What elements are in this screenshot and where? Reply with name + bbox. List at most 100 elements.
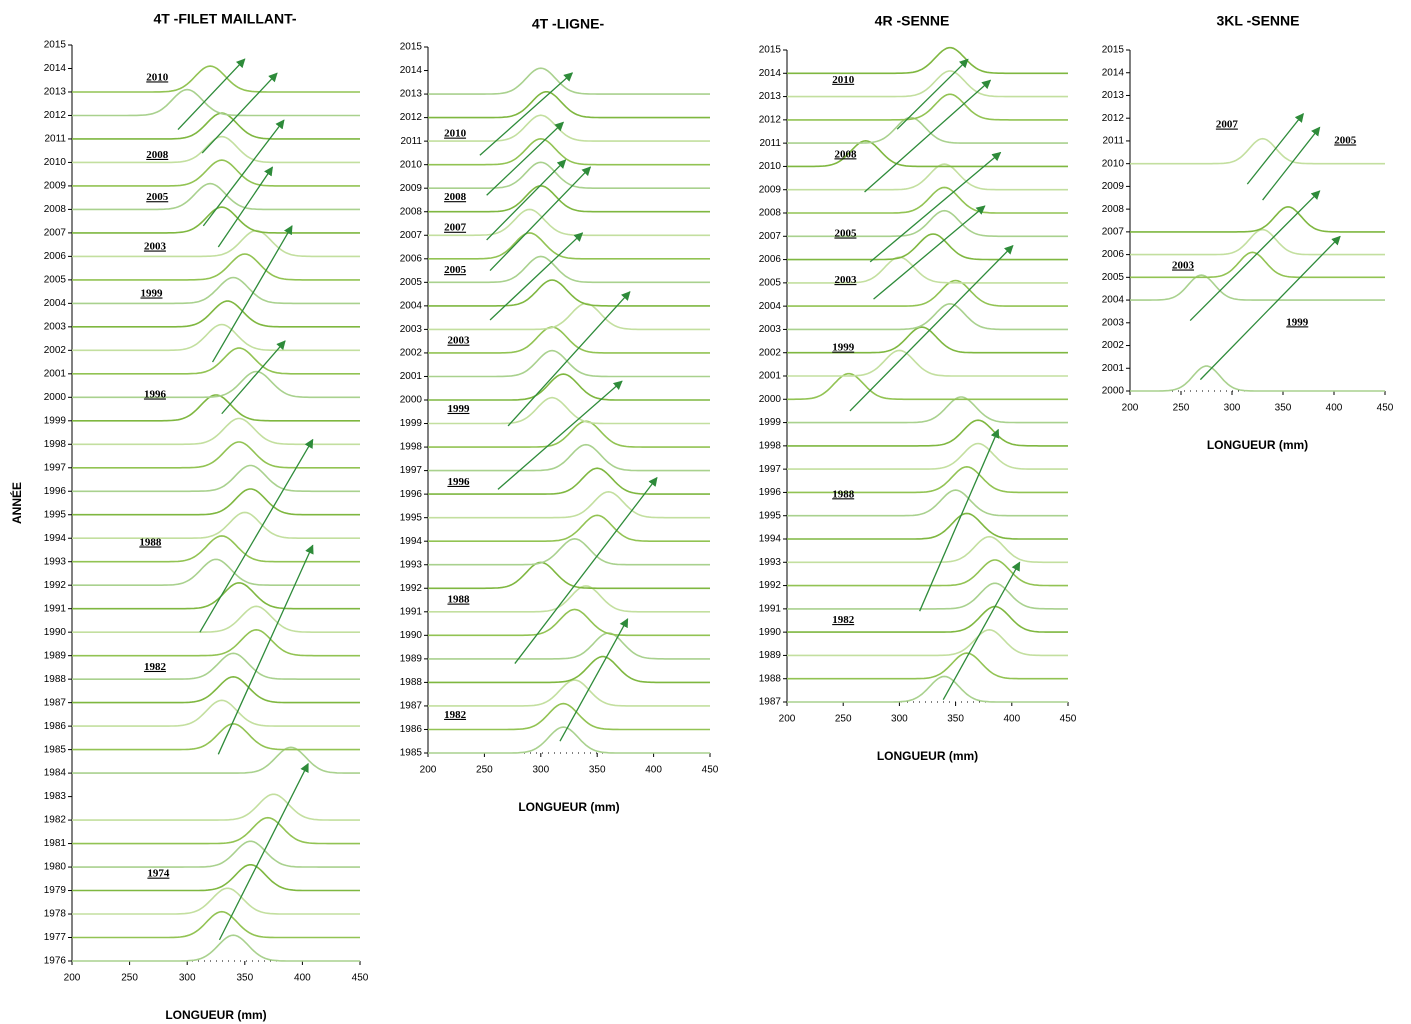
chart-title: 4T -FILET MAILLANT- — [153, 11, 296, 27]
x-tick-label: 200 — [1122, 403, 1139, 414]
ridge-curve — [428, 396, 710, 425]
x-tick-label: 450 — [352, 973, 369, 984]
x-tick-label: 400 — [1003, 714, 1020, 725]
x-tick-label: 200 — [64, 973, 81, 984]
cohort-arrow — [202, 119, 285, 227]
y-tick-label: 1998 — [44, 439, 67, 450]
ridge-curve — [787, 349, 1068, 377]
ridge-curve — [428, 67, 710, 95]
y-tick-label: 2011 — [759, 138, 781, 149]
ridge-curve — [428, 537, 710, 566]
y-tick-label: 2010 — [44, 157, 67, 168]
ridge-curve — [1130, 228, 1385, 256]
year-class-label: 2007 — [444, 222, 467, 234]
ridge-curve — [72, 511, 360, 539]
x-tick-label: 450 — [1060, 714, 1077, 725]
year-class-label: 2008 — [146, 149, 169, 161]
y-tick-label: 1996 — [44, 486, 67, 497]
y-tick-label: 1993 — [400, 559, 423, 570]
y-tick-label: 2004 — [1102, 295, 1125, 306]
y-tick-label: 1989 — [759, 650, 782, 661]
y-tick-label: 2009 — [1102, 181, 1125, 192]
y-tick-label: 2009 — [400, 183, 423, 194]
ridge-curve — [428, 490, 710, 519]
ridge-curve — [787, 559, 1068, 587]
y-tick-label: 2006 — [44, 251, 67, 262]
x-axis-label: LONGUEUR (mm) — [165, 1008, 266, 1022]
ridge-curve — [428, 467, 710, 495]
y-tick-label: 2008 — [1102, 204, 1125, 215]
y-tick-label: 1988 — [400, 677, 423, 688]
y-tick-label: 1993 — [759, 557, 782, 568]
y-tick-label: 1995 — [400, 512, 423, 523]
ridge-curve — [787, 419, 1068, 447]
ridge-curve — [787, 139, 1068, 168]
cohort-arrow — [849, 244, 1014, 412]
year-class-label: 1999 — [1286, 316, 1309, 328]
year-class-label: 2005 — [834, 227, 857, 239]
y-tick-label: 1997 — [44, 462, 67, 473]
y-tick-label: 2006 — [759, 254, 782, 265]
ridge-curve — [72, 347, 360, 375]
ridge-curve — [787, 372, 1068, 401]
cohort-arrow — [217, 166, 273, 248]
ridge-curve — [428, 420, 710, 448]
ridge-curve — [787, 675, 1068, 703]
ridge-curve — [72, 182, 360, 211]
y-tick-label: 2003 — [44, 321, 67, 332]
y-tick-label: 2010 — [400, 159, 423, 170]
cohort-arrow — [559, 618, 629, 742]
x-axis-label: LONGUEUR (mm) — [518, 800, 619, 814]
ridge-curve — [72, 934, 360, 962]
ridge-curve — [787, 303, 1068, 331]
ridge-curve — [72, 793, 360, 821]
year-class-label: 2003 — [144, 241, 167, 253]
cohort-arrow — [479, 72, 574, 156]
ridge-curve — [787, 628, 1068, 657]
y-tick-label: 2000 — [1102, 386, 1125, 397]
cohort-arrow — [177, 58, 246, 131]
ridge-curve — [72, 159, 360, 187]
ridge-curve — [72, 816, 360, 845]
y-tick-label: 1997 — [400, 465, 423, 476]
y-tick-label: 1976 — [44, 956, 67, 967]
ridge-curve — [1130, 206, 1385, 233]
y-tick-label: 2015 — [400, 42, 423, 53]
y-tick-label: 1988 — [759, 673, 782, 684]
y-tick-label: 2013 — [400, 89, 423, 100]
year-class-label: 2003 — [834, 274, 857, 286]
y-tick-label: 2010 — [1102, 158, 1125, 169]
y-tick-label: 2013 — [759, 91, 782, 102]
y-tick-label: 1978 — [44, 909, 67, 920]
ridge-curve — [72, 253, 360, 281]
year-class-label: 1982 — [144, 661, 167, 673]
x-tick-label: 400 — [645, 765, 662, 776]
cohort-arrow — [1199, 235, 1341, 381]
ridge-curve — [428, 91, 710, 119]
ridge-curve — [72, 535, 360, 563]
cohort-arrow — [869, 151, 1002, 263]
y-tick-label: 2002 — [759, 347, 782, 358]
y-tick-label: 2002 — [1102, 340, 1125, 351]
cohort-arrow — [896, 58, 969, 130]
y-tick-label: 2006 — [1102, 249, 1125, 260]
y-tick-label: 1994 — [44, 533, 67, 544]
y-tick-label: 1988 — [44, 674, 67, 685]
ridge-curve — [72, 112, 360, 140]
ridge-curve — [428, 632, 710, 660]
year-class-label: 1982 — [444, 709, 467, 721]
ridge-curve — [428, 585, 710, 613]
y-tick-label: 2014 — [1102, 67, 1125, 78]
ridge-curve — [72, 628, 360, 657]
ridge-curve — [428, 443, 710, 472]
year-class-label: 1996 — [447, 476, 470, 488]
ridge-curve — [72, 605, 360, 633]
x-tick-label: 450 — [1377, 403, 1394, 414]
y-tick-label: 2012 — [1102, 113, 1125, 124]
y-tick-label: 1990 — [400, 630, 423, 641]
ridge-curve — [787, 396, 1068, 424]
cohort-arrow — [507, 291, 631, 427]
y-tick-label: 2013 — [44, 87, 67, 98]
x-tick-label: 400 — [1326, 403, 1343, 414]
x-tick-label: 350 — [589, 765, 606, 776]
